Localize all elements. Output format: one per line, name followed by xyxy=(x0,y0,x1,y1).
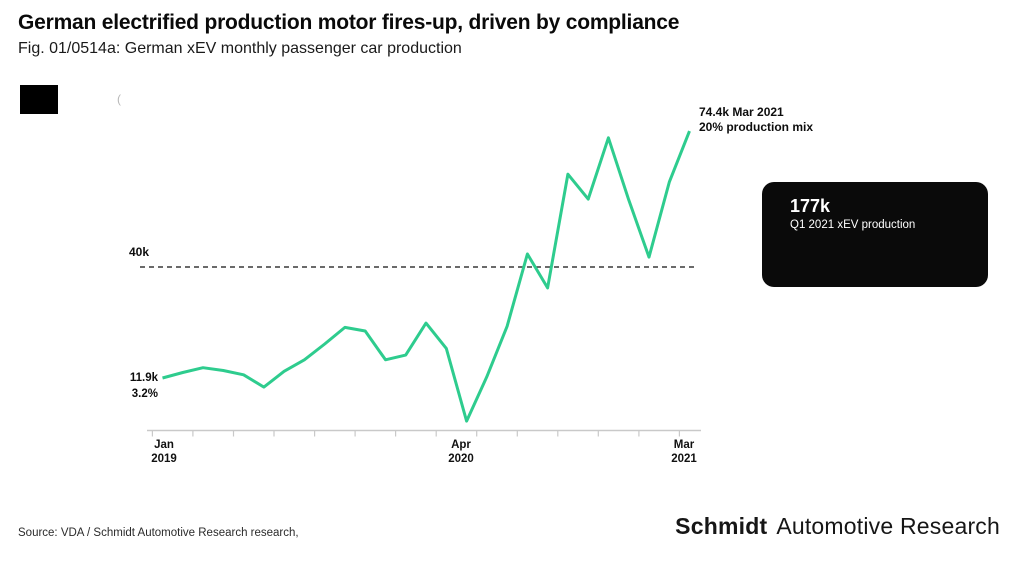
x-axis-label-month: Mar xyxy=(673,439,695,451)
peak-annotation-value: 74.4k Mar 2021 xyxy=(699,105,784,119)
source-note: Source: VDA / Schmidt Automotive Researc… xyxy=(18,527,299,539)
start-annotation-mix: 3.2% xyxy=(131,388,158,400)
production-line xyxy=(162,130,691,423)
brand-name-rest: Automotive Research xyxy=(776,513,1000,539)
x-axis-label-month: Apr xyxy=(451,439,471,451)
start-annotation: 11.9k 3.2% xyxy=(104,370,158,402)
brand-name-bold: Schmidt xyxy=(675,513,768,539)
highlight-card-content: 177k Q1 2021 xEV production xyxy=(790,195,915,232)
peak-annotation-mix: 20% production mix xyxy=(699,120,814,134)
brand-logo: Schmidt Automotive Research xyxy=(675,513,1000,540)
x-axis-label-year: 2020 xyxy=(448,453,474,465)
x-axis-label: Mar 2021 xyxy=(652,438,716,466)
x-axis-label: Apr 2020 xyxy=(429,438,493,466)
stray-mark: ( xyxy=(117,92,121,106)
highlight-card: 177k Q1 2021 xEV production xyxy=(762,182,988,287)
legend-square xyxy=(20,85,58,114)
highlight-value: 177k xyxy=(790,196,831,216)
figure-subtitle: Fig. 01/0514a: German xEV monthly passen… xyxy=(18,40,462,57)
x-axis-label-year: 2021 xyxy=(671,453,697,465)
highlight-caption: Q1 2021 xEV production xyxy=(790,219,916,231)
x-axis-label: Jan 2019 xyxy=(132,438,196,466)
start-annotation-value: 11.9k xyxy=(129,372,158,384)
x-axis-label-month: Jan xyxy=(154,439,174,451)
threshold-label: 40k xyxy=(129,245,150,259)
peak-annotation: 74.4k Mar 2021 20% production mix xyxy=(699,105,813,135)
page-title: German electrified production motor fire… xyxy=(18,11,680,34)
x-axis-label-year: 2019 xyxy=(151,453,177,465)
x-axis-ticks xyxy=(151,430,681,437)
